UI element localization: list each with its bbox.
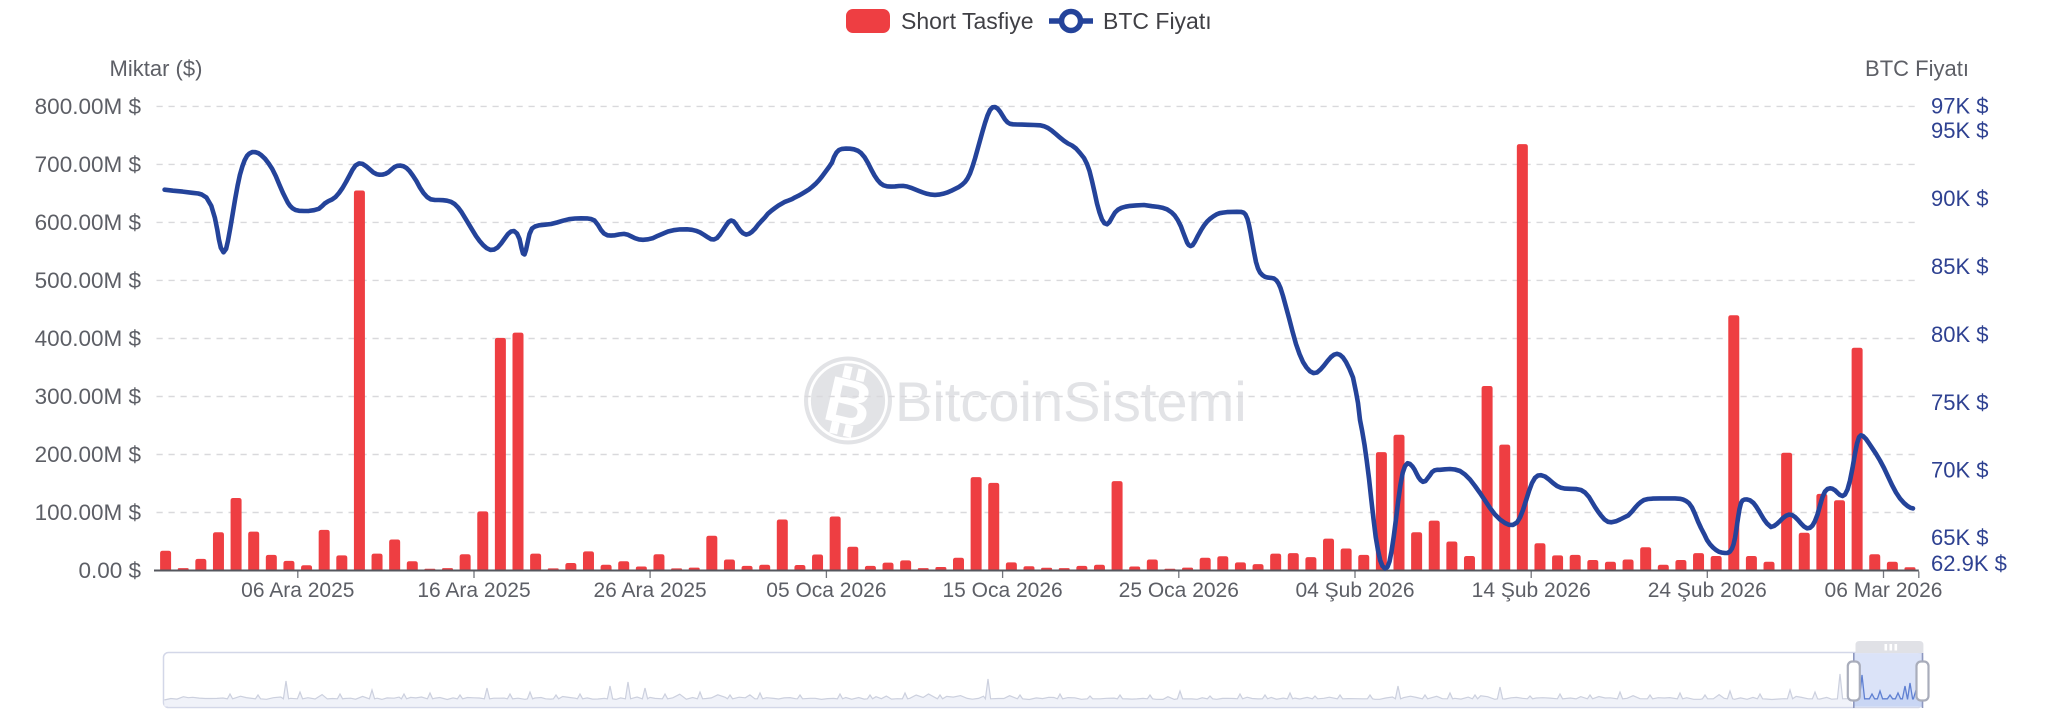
- svg-text:97K $: 97K $: [1931, 94, 1989, 119]
- svg-text:75K $: 75K $: [1931, 390, 1989, 415]
- svg-text:14 Şub 2026: 14 Şub 2026: [1472, 579, 1591, 602]
- svg-text:65K $: 65K $: [1931, 525, 1989, 550]
- svg-text:300.00M $: 300.00M $: [35, 384, 142, 409]
- svg-text:0.00 $: 0.00 $: [78, 558, 141, 583]
- svg-text:BTC Fiyatı: BTC Fiyatı: [1865, 56, 1969, 81]
- svg-text:Miktar ($): Miktar ($): [110, 56, 203, 81]
- svg-text:400.00M $: 400.00M $: [35, 326, 142, 351]
- svg-text:500.00M $: 500.00M $: [35, 268, 142, 293]
- svg-text:100.00M $: 100.00M $: [35, 500, 142, 525]
- svg-text:BitcoinSistemi: BitcoinSistemi: [895, 370, 1247, 433]
- svg-text:600.00M $: 600.00M $: [35, 210, 142, 235]
- svg-text:62.9K $: 62.9K $: [1931, 551, 2007, 576]
- svg-text:15 Oca 2026: 15 Oca 2026: [942, 579, 1062, 602]
- svg-text:Short Tasfiye: Short Tasfiye: [901, 8, 1034, 34]
- svg-text:06 Mar 2026: 06 Mar 2026: [1825, 579, 1943, 602]
- svg-text:80K $: 80K $: [1931, 322, 1989, 347]
- svg-text:200.00M $: 200.00M $: [35, 442, 142, 467]
- svg-text:06 Ara 2025: 06 Ara 2025: [241, 579, 354, 602]
- svg-text:05 Oca 2026: 05 Oca 2026: [766, 579, 886, 602]
- svg-text:BTC Fiyatı: BTC Fiyatı: [1103, 8, 1212, 34]
- svg-text:24 Şub 2026: 24 Şub 2026: [1648, 579, 1767, 602]
- svg-text:16 Ara 2025: 16 Ara 2025: [417, 579, 530, 602]
- svg-text:04 Şub 2026: 04 Şub 2026: [1295, 579, 1414, 602]
- svg-text:26 Ara 2025: 26 Ara 2025: [593, 579, 706, 602]
- svg-text:85K $: 85K $: [1931, 254, 1989, 279]
- svg-text:90K $: 90K $: [1931, 186, 1989, 211]
- svg-text:70K $: 70K $: [1931, 458, 1989, 483]
- svg-text:25 Oca 2026: 25 Oca 2026: [1119, 579, 1239, 602]
- svg-text:95K $: 95K $: [1931, 118, 1989, 143]
- svg-text:800.00M $: 800.00M $: [35, 94, 142, 119]
- svg-text:700.00M $: 700.00M $: [35, 152, 142, 177]
